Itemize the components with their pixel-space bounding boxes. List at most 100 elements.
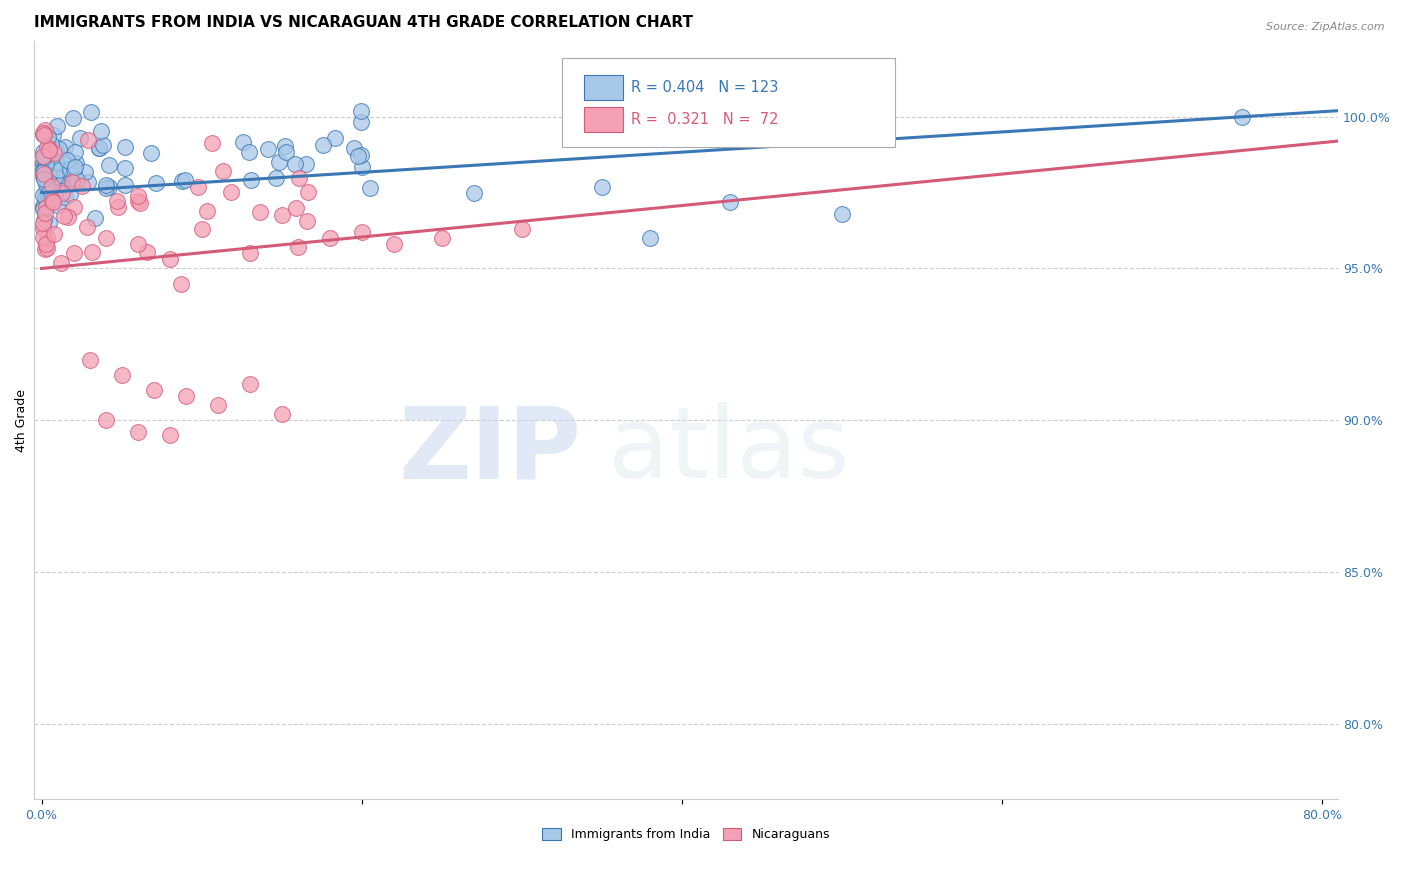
Point [60,175,83,189]
Point [79,352,101,367]
Point [45,198,67,212]
Point [32,169,55,183]
Point [44,177,66,191]
Point [239,246,262,260]
Point [136,245,159,260]
Point [65,145,87,160]
Point [45,154,67,169]
Point [97,180,120,194]
Point [48,178,70,192]
Point [38,142,60,156]
Point [240,172,263,186]
Point [350,225,373,239]
Point [127,237,149,252]
Point [32,188,55,202]
Point [52,157,75,171]
Point [53,210,76,224]
Point [73,165,96,179]
Point [510,222,533,236]
Point [284,157,307,171]
Point [62,201,84,215]
Point [591,179,613,194]
Point [76,175,98,189]
Point [42,128,65,143]
Point [38,193,60,207]
Point [32,202,55,216]
Point [42,194,65,209]
Point [239,376,262,391]
Point [32,161,55,176]
Point [32,149,55,163]
Point [48,162,70,177]
Point [62,112,84,126]
Point [190,222,212,236]
Point [34,242,56,256]
Point [266,171,288,186]
Point [274,145,297,159]
Point [51,186,73,200]
Point [35,184,58,198]
Point [39,183,62,197]
Point [34,165,56,179]
Point [343,141,366,155]
Point [48,162,70,177]
Point [53,140,76,154]
Point [51,184,73,198]
Point [32,199,55,213]
Point [89,124,111,138]
Point [32,128,55,142]
Point [69,131,91,145]
Point [84,211,107,225]
Point [37,171,59,186]
Point [323,130,346,145]
Point [41,162,63,177]
Point [169,277,191,291]
Point [65,173,87,187]
Point [359,180,381,194]
Point [288,170,311,185]
Point [172,174,194,188]
Point [53,190,76,204]
Point [269,155,291,169]
Point [295,157,318,171]
Point [87,141,110,155]
Point [49,255,72,269]
Point [32,172,55,186]
Point [65,155,87,169]
Point [174,389,197,403]
Point [35,157,58,171]
Point [38,169,60,183]
Point [35,177,58,191]
Text: R =  0.321   N =  72: R = 0.321 N = 72 [631,112,779,127]
Point [346,149,368,163]
Point [32,200,55,214]
Point [187,180,209,194]
Text: IMMIGRANTS FROM INDIA VS NICARAGUAN 4TH GRADE CORRELATION CHART: IMMIGRANTS FROM INDIA VS NICARAGUAN 4TH … [34,15,693,30]
Point [219,185,242,199]
Point [159,428,181,442]
Point [34,194,56,208]
Point [94,413,117,427]
Point [32,229,55,244]
FancyBboxPatch shape [562,58,894,147]
Point [32,216,55,230]
Point [76,219,98,234]
Point [94,178,117,192]
Point [270,407,292,421]
Point [201,136,224,151]
Point [32,156,55,170]
Point [297,213,319,227]
Point [77,133,100,147]
Point [37,169,59,184]
Point [62,246,84,260]
Point [32,165,55,179]
Point [284,201,307,215]
Point [249,205,271,219]
Point [127,425,149,440]
Point [37,241,59,255]
Point [38,216,60,230]
Point [127,188,149,202]
Point [94,231,117,245]
Point [93,137,115,152]
Point [319,231,342,245]
